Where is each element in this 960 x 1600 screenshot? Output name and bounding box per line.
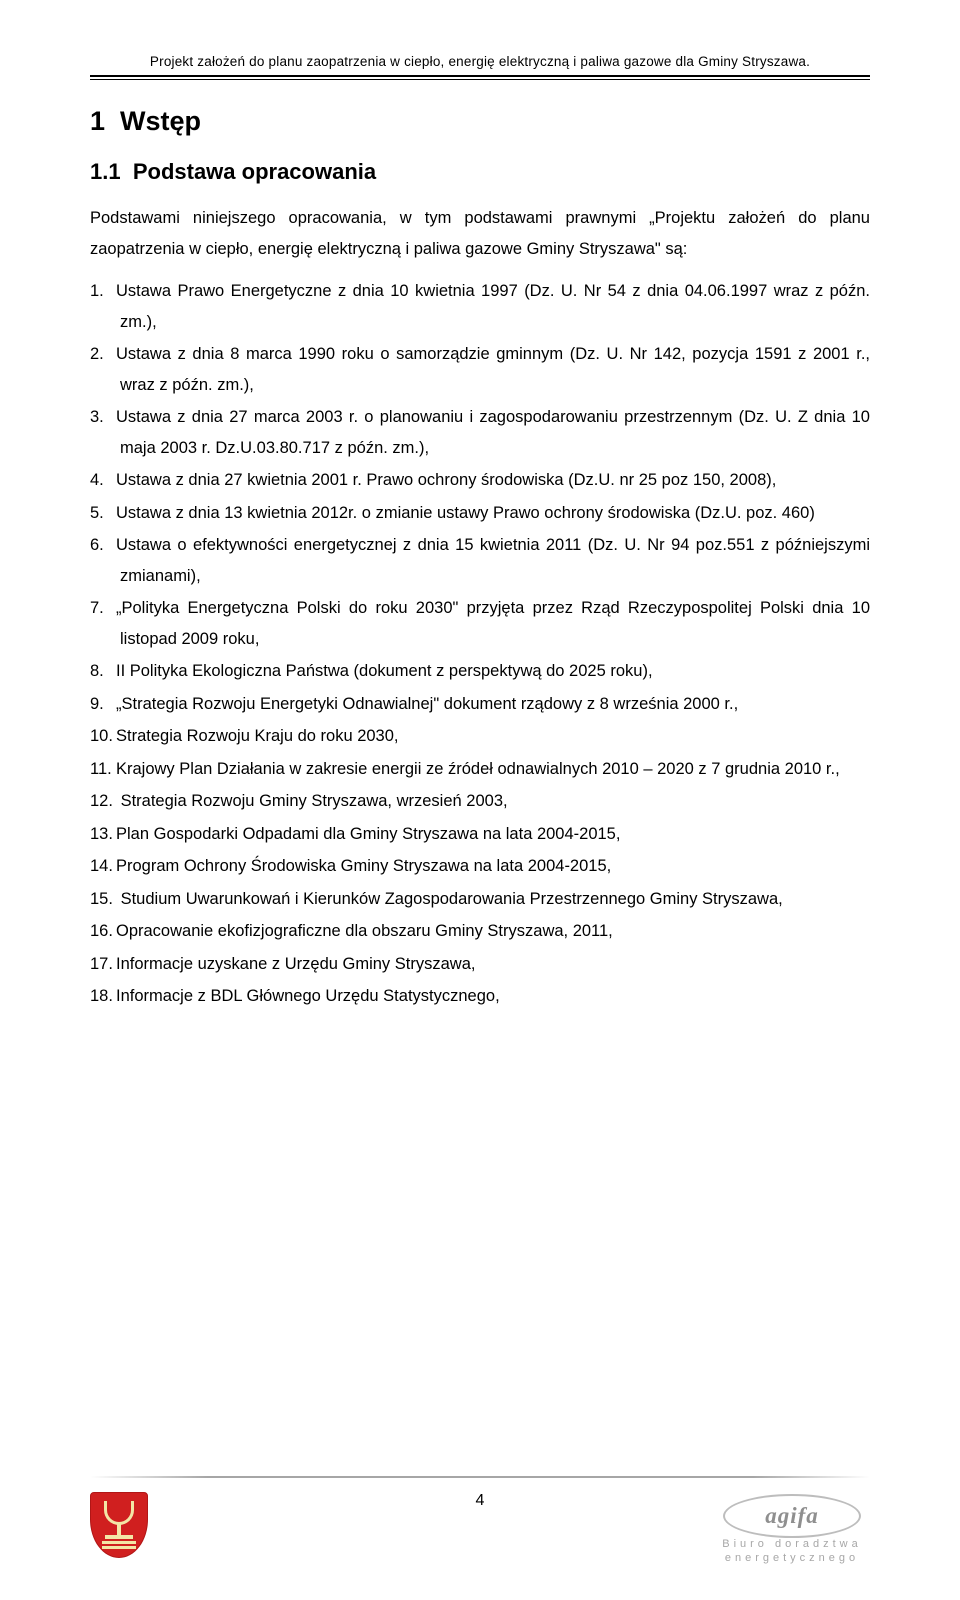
list-item-text: II Polityka Ekologiczna Państwa (dokumen… bbox=[116, 662, 653, 680]
agifa-logo-sub2: energetycznego bbox=[725, 1552, 859, 1566]
subsection-number: 1.1 bbox=[90, 159, 121, 184]
list-item: 10.Strategia Rozwoju Kraju do roku 2030, bbox=[90, 721, 870, 752]
list-item-text: Ustawa z dnia 13 kwietnia 2012r. o zmian… bbox=[116, 504, 815, 522]
legal-basis-list: 1.Ustawa Prawo Energetyczne z dnia 10 kw… bbox=[90, 276, 870, 1012]
list-item: 12. Strategia Rozwoju Gminy Stryszawa, w… bbox=[90, 786, 870, 817]
intro-paragraph: Podstawami niniejszego opracowania, w ty… bbox=[90, 203, 870, 264]
list-item-text: Informacje uzyskane z Urzędu Gminy Strys… bbox=[116, 955, 475, 973]
list-item-number: 2. bbox=[90, 339, 116, 370]
list-item-number: 4. bbox=[90, 465, 116, 496]
list-item-text: Plan Gospodarki Odpadami dla Gminy Strys… bbox=[116, 825, 620, 843]
list-item: 11.Krajowy Plan Działania w zakresie ene… bbox=[90, 754, 870, 785]
list-item: 4.Ustawa z dnia 27 kwietnia 2001 r. Praw… bbox=[90, 465, 870, 496]
section-number: 1 bbox=[90, 106, 105, 136]
agifa-logo-text: agifa bbox=[765, 1503, 819, 1529]
list-item-number: 16. bbox=[90, 916, 116, 947]
list-item-text: Ustawa Prawo Energetyczne z dnia 10 kwie… bbox=[116, 282, 870, 331]
list-item-text: Informacje z BDL Głównego Urzędu Statyst… bbox=[116, 987, 500, 1005]
list-item: 7.„Polityka Energetyczna Polski do roku … bbox=[90, 593, 870, 654]
list-item-text: Opracowanie ekofizjograficzne dla obszar… bbox=[116, 922, 613, 940]
list-item-number: 15. bbox=[90, 884, 116, 915]
list-item-number: 13. bbox=[90, 819, 116, 850]
subsection-heading: 1.1 Podstawa opracowania bbox=[90, 159, 870, 185]
section-title: Wstęp bbox=[120, 106, 201, 136]
list-item-number: 14. bbox=[90, 851, 116, 882]
list-item-number: 12. bbox=[90, 786, 116, 817]
list-item: 2.Ustawa z dnia 8 marca 1990 roku o samo… bbox=[90, 339, 870, 400]
list-item: 8.II Polityka Ekologiczna Państwa (dokum… bbox=[90, 656, 870, 687]
list-item-number: 18. bbox=[90, 981, 116, 1012]
list-item-number: 8. bbox=[90, 656, 116, 687]
list-item: 13.Plan Gospodarki Odpadami dla Gminy St… bbox=[90, 819, 870, 850]
list-item-text: Strategia Rozwoju Gminy Stryszawa, wrzes… bbox=[116, 792, 508, 810]
list-item-text: Ustawa o efektywności energetycznej z dn… bbox=[116, 536, 870, 585]
list-item-text: „Strategia Rozwoju Energetyki Odnawialne… bbox=[116, 695, 738, 713]
subsection-title: Podstawa opracowania bbox=[133, 159, 376, 184]
list-item-number: 3. bbox=[90, 402, 116, 433]
list-item-number: 6. bbox=[90, 530, 116, 561]
list-item: 14.Program Ochrony Środowiska Gminy Stry… bbox=[90, 851, 870, 882]
list-item-number: 10. bbox=[90, 721, 116, 752]
list-item-text: Ustawa z dnia 27 kwietnia 2001 r. Prawo … bbox=[116, 471, 776, 489]
document-page: Projekt założeń do planu zaopatrzenia w … bbox=[0, 0, 960, 1012]
footer-rule bbox=[90, 1476, 870, 1478]
list-item: 6.Ustawa o efektywności energetycznej z … bbox=[90, 530, 870, 591]
list-item: 17.Informacje uzyskane z Urzędu Gminy St… bbox=[90, 949, 870, 980]
list-item-number: 9. bbox=[90, 689, 116, 720]
coat-of-arms-icon bbox=[90, 1492, 148, 1566]
list-item-text: Studium Uwarunkowań i Kierunków Zagospod… bbox=[116, 890, 783, 908]
section-heading: 1 Wstęp bbox=[90, 106, 870, 137]
list-item-text: Ustawa z dnia 8 marca 1990 roku o samorz… bbox=[116, 345, 870, 394]
list-item-text: Krajowy Plan Działania w zakresie energi… bbox=[116, 760, 840, 778]
list-item-number: 5. bbox=[90, 498, 116, 529]
list-item: 9.„Strategia Rozwoju Energetyki Odnawial… bbox=[90, 689, 870, 720]
list-item-text: Program Ochrony Środowiska Gminy Strysza… bbox=[116, 857, 611, 875]
list-item: 18.Informacje z BDL Głównego Urzędu Stat… bbox=[90, 981, 870, 1012]
agifa-logo-sub1: Biuro doradztwa bbox=[722, 1538, 862, 1552]
list-item: 16.Opracowanie ekofizjograficzne dla obs… bbox=[90, 916, 870, 947]
list-item-text: Ustawa z dnia 27 marca 2003 r. o planowa… bbox=[116, 408, 870, 457]
list-item-number: 7. bbox=[90, 593, 116, 624]
list-item-number: 17. bbox=[90, 949, 116, 980]
list-item: 15. Studium Uwarunkowań i Kierunków Zago… bbox=[90, 884, 870, 915]
list-item: 1.Ustawa Prawo Energetyczne z dnia 10 kw… bbox=[90, 276, 870, 337]
page-number: 4 bbox=[476, 1492, 485, 1510]
running-head: Projekt założeń do planu zaopatrzenia w … bbox=[90, 54, 870, 75]
header-rule bbox=[90, 75, 870, 80]
list-item: 5.Ustawa z dnia 13 kwietnia 2012r. o zmi… bbox=[90, 498, 870, 529]
list-item-text: Strategia Rozwoju Kraju do roku 2030, bbox=[116, 727, 399, 745]
page-footer: 4 agifa Biuro doradztwa energetycznego bbox=[0, 1476, 960, 1566]
list-item-number: 11. bbox=[90, 754, 116, 785]
list-item-text: „Polityka Energetyczna Polski do roku 20… bbox=[116, 599, 870, 648]
list-item: 3.Ustawa z dnia 27 marca 2003 r. o plano… bbox=[90, 402, 870, 463]
list-item-number: 1. bbox=[90, 276, 116, 307]
agifa-logo: agifa Biuro doradztwa energetycznego bbox=[714, 1494, 870, 1566]
